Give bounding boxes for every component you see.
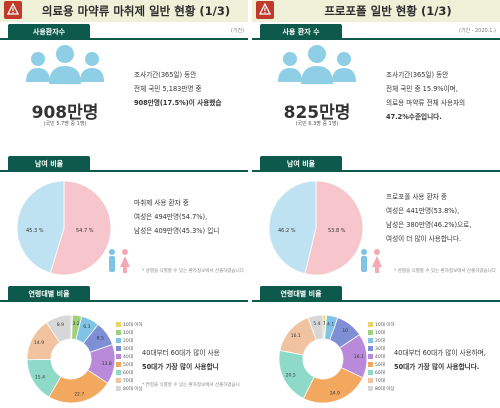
left-male-label: 45.3 %	[26, 228, 44, 234]
pie-slice-남성	[16, 180, 65, 274]
pie-slice-남성	[268, 180, 317, 275]
left-sec2-tab: 남여 비율	[8, 156, 90, 172]
right-patient-ratio: (국민 6.3명 중 1명)	[295, 121, 339, 127]
left-sec1-period: (기간)	[230, 28, 244, 34]
left-sec3-tab: 연령대별 비율	[8, 286, 90, 302]
people-icon	[26, 45, 104, 84]
left-page-title: 의료용 마약류 마취제 일반 현황 (1/3)	[41, 4, 231, 18]
left-age-donut: 0.53.2 6.3 8.5 13.8 22.7 15.4 14.9 8.9	[26, 314, 116, 404]
left-patient-ratio: (국민 5.7명 중 1명)	[43, 121, 87, 127]
right-desc3: 40대부터 60대가 많이 사용하며, 50대가 가장 많이 사용합니다.	[394, 349, 486, 371]
left-age-legend: 10대 이하 10대 20대 30대 40대 50대 60대 70대 80대 이…	[116, 322, 143, 394]
donut-value-label: 14.9	[34, 340, 44, 346]
right-desc1: 조사기간(365일) 동안 전체 국민 중 15.9%이며, 의료용 마약류 전…	[386, 71, 466, 121]
pie-slice-여성	[49, 180, 112, 276]
donut-value-label: 3.2	[72, 321, 79, 327]
warning-icon	[256, 1, 274, 19]
right-title-bar: 프로포폴 일반 현황 (1/3)	[252, 0, 500, 22]
donut-value-label: 15.4	[35, 375, 45, 381]
right-section-gender: 남여 비율 46.2 % 53.8 % 프로포폴 사용 환자 중 여성은 441…	[252, 156, 500, 282]
right-male-label: 46.2 %	[278, 228, 296, 234]
right-patient-count: 825만명	[283, 103, 351, 123]
left-gender-pie-slices	[16, 180, 112, 276]
left-sec1-tab: 사용환자수	[8, 24, 90, 40]
left-desc3: 40대부터 60대가 많이 사용 50대가 가장 많이 사용합니	[142, 349, 220, 371]
donut-value-label: 20.5	[286, 372, 296, 378]
donut-value-label: 13.8	[102, 361, 112, 367]
right-desc2: 프로포폴 사용 환자 중 여성은 441만명(53.8%), 남성은 380만명…	[386, 193, 472, 243]
left-patient-count: 908만명	[31, 103, 99, 123]
donut-value-label: 1	[323, 321, 326, 327]
donut-value-label: 24.9	[330, 390, 340, 396]
left-section-age: 연령대별 비율 0.5 3.2 6.3 8.5 13.8 22.7 15.4 14.9 8.9 …	[0, 286, 248, 408]
donut-value-label: 10	[342, 328, 348, 334]
right-female-label: 53.8 %	[328, 228, 346, 234]
donut-value-label: 16.1	[354, 354, 364, 360]
left-title-bar: 의료용 마약류 마취제 일반 현황 (1/3)	[0, 0, 248, 22]
left-age-donut-slices: 0.53.2 6.3 8.5 13.8 22.7 15.4 14.9 8.9	[26, 314, 116, 404]
right-sec3-tab: 연령대별 비율	[260, 286, 342, 302]
right-age-legend: 10대 이하 10대 20대 30대 40대 50대 60대 70대 80대 이…	[368, 322, 395, 394]
donut-value-label: 4.1	[327, 321, 334, 327]
left-female-label: 54.7 %	[76, 228, 94, 234]
left-note2: * 성별을 식별할 수 있는 환자정보에서 산출하였습니다	[142, 269, 244, 274]
right-sec2-tab: 남여 비율	[260, 156, 342, 172]
warning-icon	[4, 1, 22, 19]
left-section-gender: 남여 비율 45.3 % 54.7 % 마취제 사용 환자 중 여성은 494만…	[0, 156, 248, 282]
left-gender-pie	[16, 180, 112, 276]
right-gender-pie-slices	[268, 180, 364, 276]
donut-value-label: 5.4	[313, 321, 320, 327]
donut-value-label: 0.5	[68, 321, 75, 327]
donut-value-label: 8.9	[57, 322, 64, 328]
right-sec1-tab: 사용 환자 수	[260, 24, 342, 40]
left-desc1: 조사기간(365일) 동안 전체 국민 5,183만명 중 908만명(17.5…	[134, 71, 222, 107]
people-icon	[278, 45, 356, 84]
left-note3: * 연령을 식별할 수 있는 환자정보에서 산출하였습니	[142, 383, 240, 388]
donut-value-label: 22.7	[74, 392, 84, 398]
gender-icon	[109, 249, 130, 273]
donut-value-label: 8.5	[97, 336, 104, 342]
left-section-patients: 사용환자수 (기간) 908만명 (국민 5.7명 중 1명) 조사기간(365…	[0, 24, 248, 152]
pie-slice-80대 이상	[307, 314, 324, 341]
left-sec1-header: 사용환자수 (기간)	[0, 24, 248, 40]
gender-icon	[361, 249, 382, 273]
left-panel: 의료용 마약류 마취제 일반 현황 (1/3) 사용환자수 (기간) 908만명…	[0, 0, 248, 408]
right-page-title: 프로포폴 일반 현황 (1/3)	[324, 4, 452, 18]
pie-slice-여성	[304, 180, 364, 276]
donut-value-label: 6.3	[83, 324, 90, 330]
pie-slice-80대 이상	[45, 314, 72, 343]
right-gender-pie	[268, 180, 364, 276]
left-desc2: 마취제 사용 환자 중 여성은 494만명(54.7%), 남성은 409만명(…	[134, 199, 220, 235]
right-panel: 프로포폴 일반 현황 (1/3) 사용 환자 수 (기간 · 2020.1.) …	[252, 0, 500, 408]
donut-value-label: 16.1	[291, 333, 301, 339]
right-section-patients: 사용 환자 수 (기간 · 2020.1.) 825만명 (국민 6.3명 중 …	[252, 24, 500, 152]
right-sec1-period: (기간 · 2020.1.)	[459, 28, 496, 34]
right-note2: * 성별을 식별할 수 있는 환자정보에서 산출하였습니다	[394, 269, 496, 274]
